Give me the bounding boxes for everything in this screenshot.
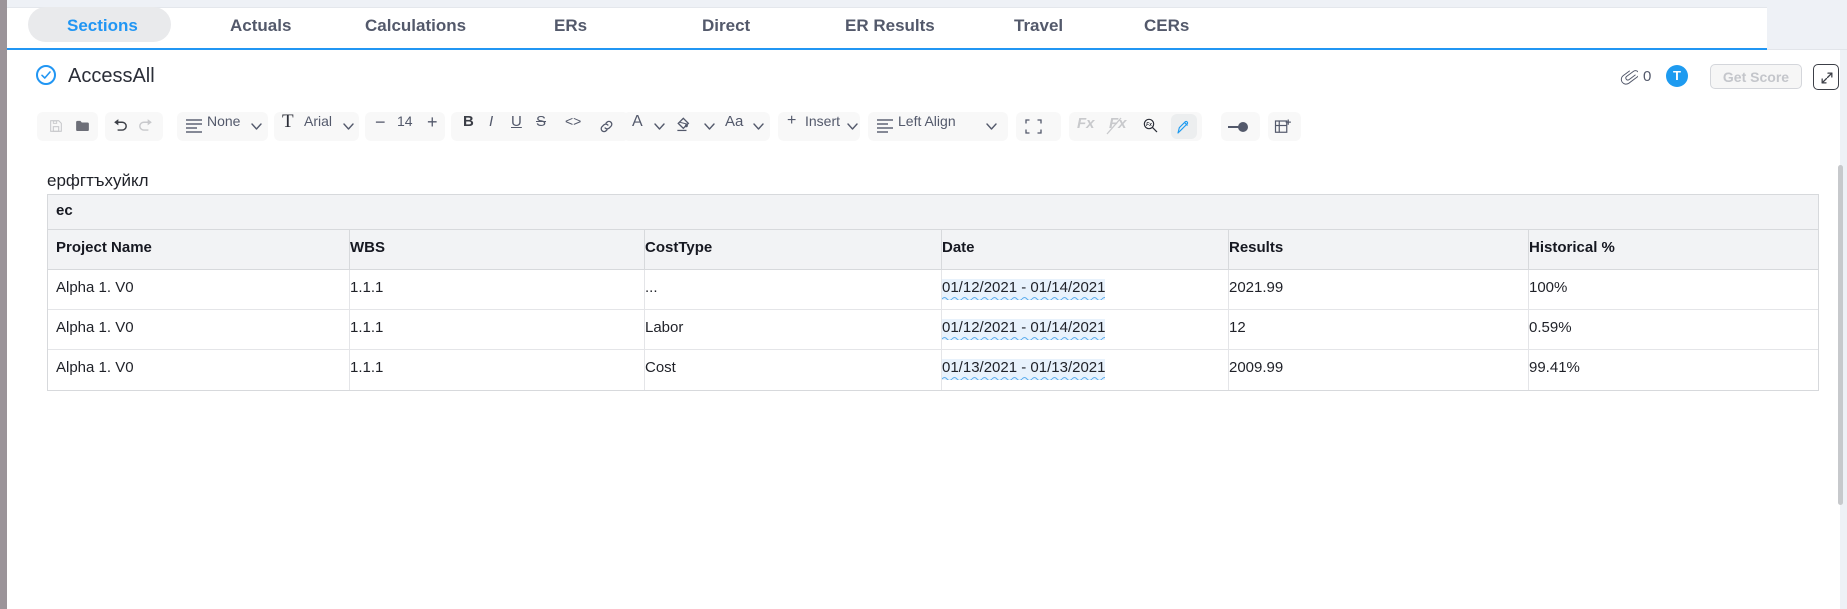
svg-text:Fx: Fx (1146, 122, 1152, 128)
